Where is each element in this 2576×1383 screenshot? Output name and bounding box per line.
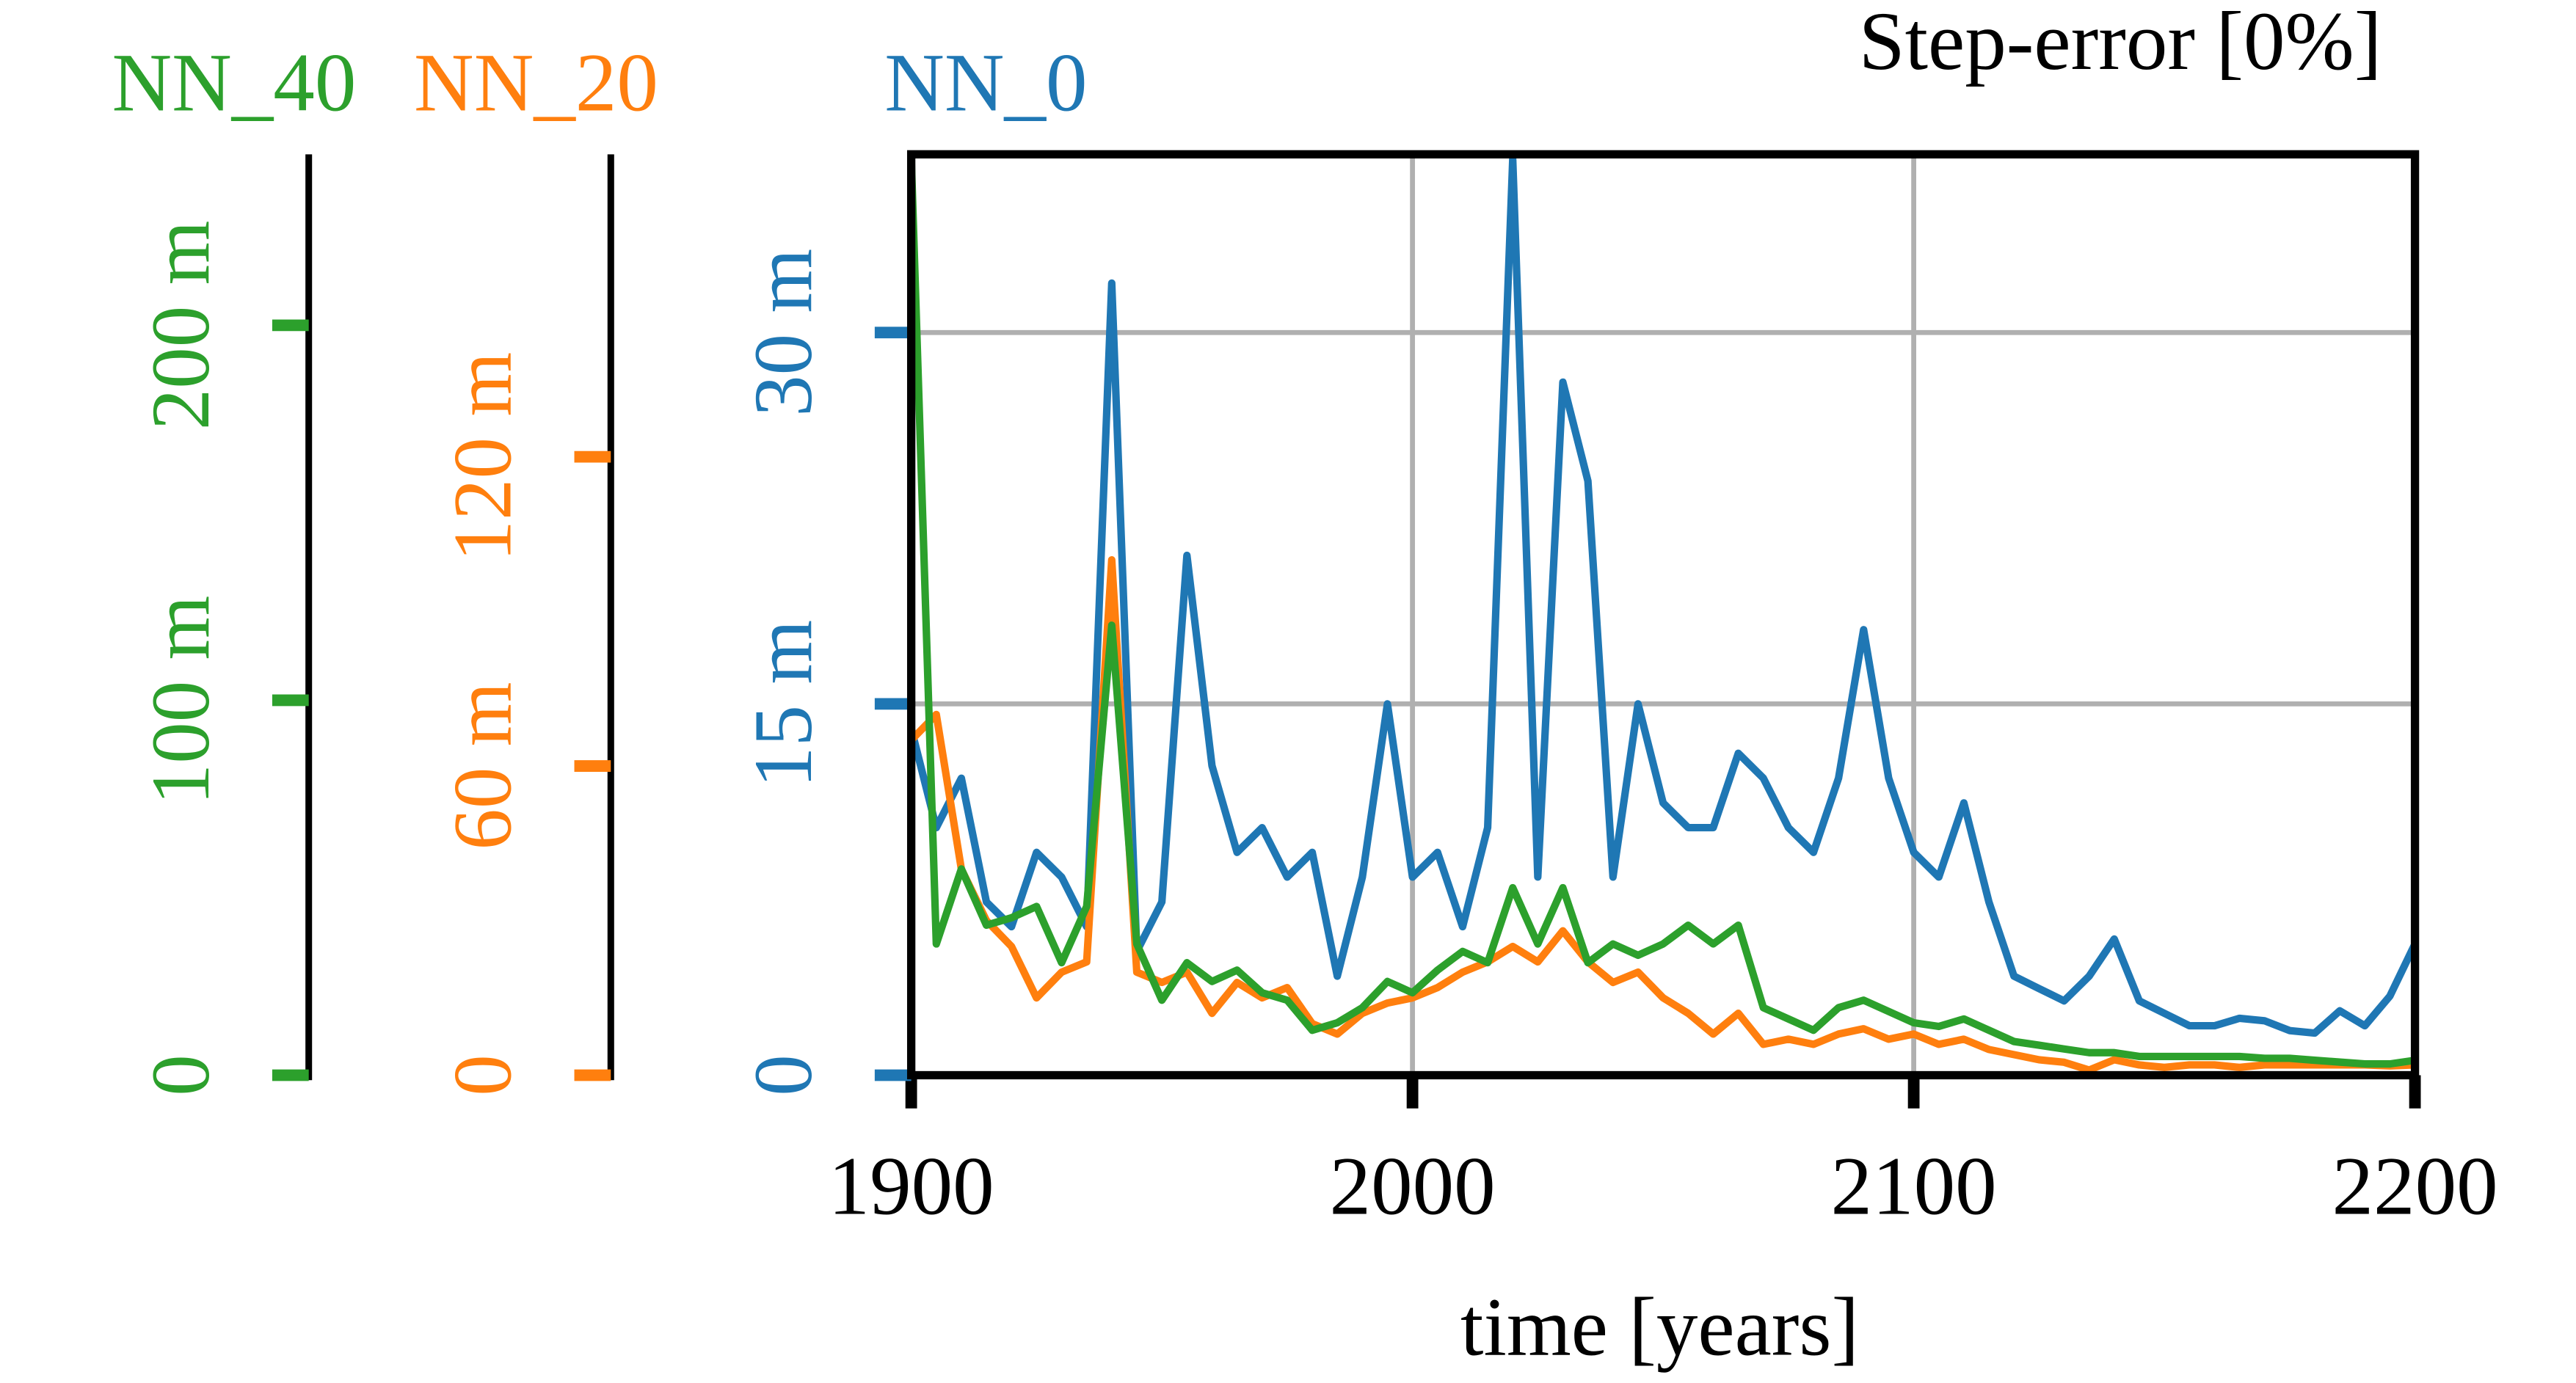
x-tick-label: 2000 — [1330, 1140, 1496, 1232]
y-tick-label: 120 m — [437, 352, 528, 562]
y-tick-label: 0 — [738, 1054, 829, 1096]
series-line — [908, 555, 2415, 1074]
x-axis-label: time [years] — [1460, 1281, 1859, 1373]
legend-label: NN_40 — [112, 37, 356, 128]
y-tick-label: 15 m — [738, 620, 829, 788]
series-line — [907, 156, 2419, 1037]
series-line — [907, 156, 2416, 1068]
legend-label: NN_0 — [884, 37, 1087, 128]
y-tick-label: 60 m — [437, 682, 528, 850]
y-tick-label: 200 m — [135, 220, 227, 430]
chart-title: Step-error [0%] — [1859, 0, 2382, 87]
legend-label: NN_20 — [414, 37, 658, 128]
y-tick-label: 0 — [437, 1054, 528, 1096]
x-tick-label: 2100 — [1831, 1140, 1997, 1232]
plot-frame — [906, 150, 2420, 1080]
y-tick-label: 0 — [135, 1054, 227, 1096]
y-tick-label: 30 m — [738, 249, 829, 417]
x-tick-label: 1900 — [829, 1140, 994, 1232]
y-tick-label: 100 m — [135, 596, 227, 806]
x-tick-label: 2200 — [2332, 1140, 2498, 1232]
